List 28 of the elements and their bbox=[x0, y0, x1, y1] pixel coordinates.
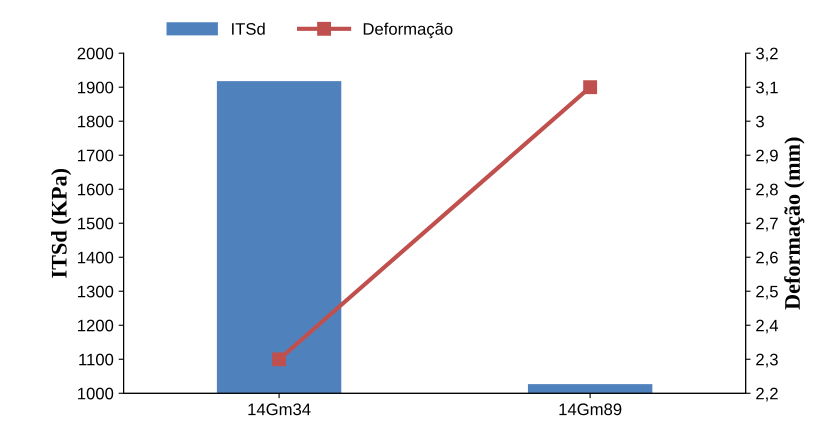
y-tick-label: 1800 bbox=[78, 116, 114, 128]
y2-tick-label: 2,5 bbox=[756, 286, 778, 300]
y-tick-label: 1100 bbox=[79, 354, 114, 366]
y-tick-label: 1500 bbox=[78, 218, 114, 230]
x-tick-label: 14Gm34 bbox=[248, 403, 311, 416]
y2-tick-label: 2,9 bbox=[756, 150, 778, 164]
y2-tick-label: 2,3 bbox=[756, 354, 778, 368]
y-tick-label: 1600 bbox=[78, 184, 114, 196]
y2-axis-title: Deformação (mm) bbox=[784, 138, 804, 310]
y-tick-label: 1000 bbox=[78, 388, 114, 400]
y2-tick-label: 3 bbox=[756, 116, 764, 128]
y2-tick-label: 2,6 bbox=[756, 252, 778, 266]
y-tick-label: 1900 bbox=[78, 82, 114, 94]
y-axis-title: ITSd (KPa) bbox=[51, 168, 72, 278]
y-tick-label: 1200 bbox=[78, 320, 114, 332]
y2-tick-label: 2,4 bbox=[756, 320, 778, 334]
legend-label: Deformação bbox=[364, 22, 452, 38]
y-tick-label: 1400 bbox=[78, 252, 114, 264]
y2-tick-label: 2,8 bbox=[756, 184, 778, 198]
y2-tick-label: 2,2 bbox=[756, 388, 778, 402]
y2-tick-label: 3,1 bbox=[756, 82, 778, 96]
legend-label: ITSd bbox=[232, 22, 265, 35]
y-tick-label: 1300 bbox=[78, 286, 114, 298]
y-tick-label: 2000 bbox=[78, 48, 114, 60]
y-tick-label: 1700 bbox=[78, 150, 114, 162]
y2-tick-label: 2,7 bbox=[756, 218, 778, 232]
x-tick-label: 14Gm89 bbox=[559, 403, 622, 416]
y2-tick-label: 3,2 bbox=[756, 48, 778, 62]
